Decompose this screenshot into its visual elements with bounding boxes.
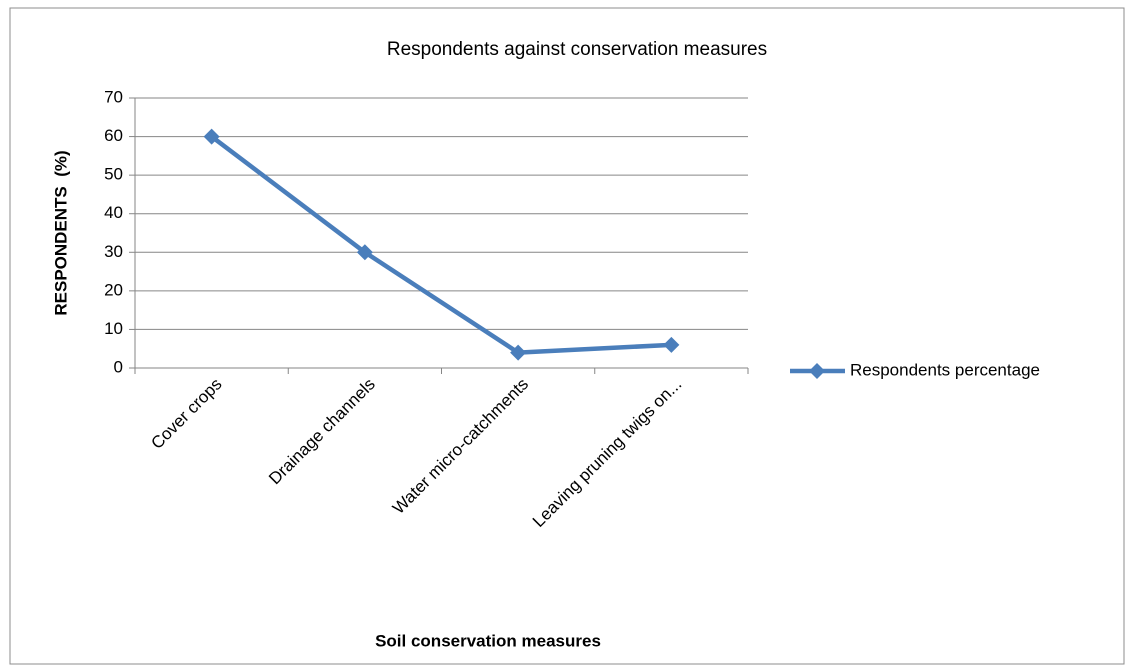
y-tick-label: 30 [104, 242, 123, 261]
y-tick-label: 10 [104, 319, 123, 338]
series-line [210, 134, 672, 355]
y-tick-label: 40 [104, 203, 123, 222]
y-tick-label: 70 [104, 87, 123, 106]
marker [356, 244, 373, 261]
y-tick-label: 20 [104, 280, 123, 299]
marker [510, 344, 527, 361]
marker [663, 336, 680, 353]
chart-title: Respondents against conservation measure… [387, 39, 767, 60]
legend-marker [809, 363, 825, 379]
x-axis-label: Soil conservation measures [375, 631, 601, 650]
y-tick-label: 60 [104, 126, 123, 145]
y-tick-label: 50 [104, 165, 123, 184]
marker [203, 128, 220, 145]
y-axis-label: RESPONDENTS (%) [51, 150, 70, 315]
legend-label: Respondents percentage [850, 360, 1040, 379]
y-tick-label: 0 [114, 357, 123, 376]
chart-frame [9, 7, 1125, 665]
